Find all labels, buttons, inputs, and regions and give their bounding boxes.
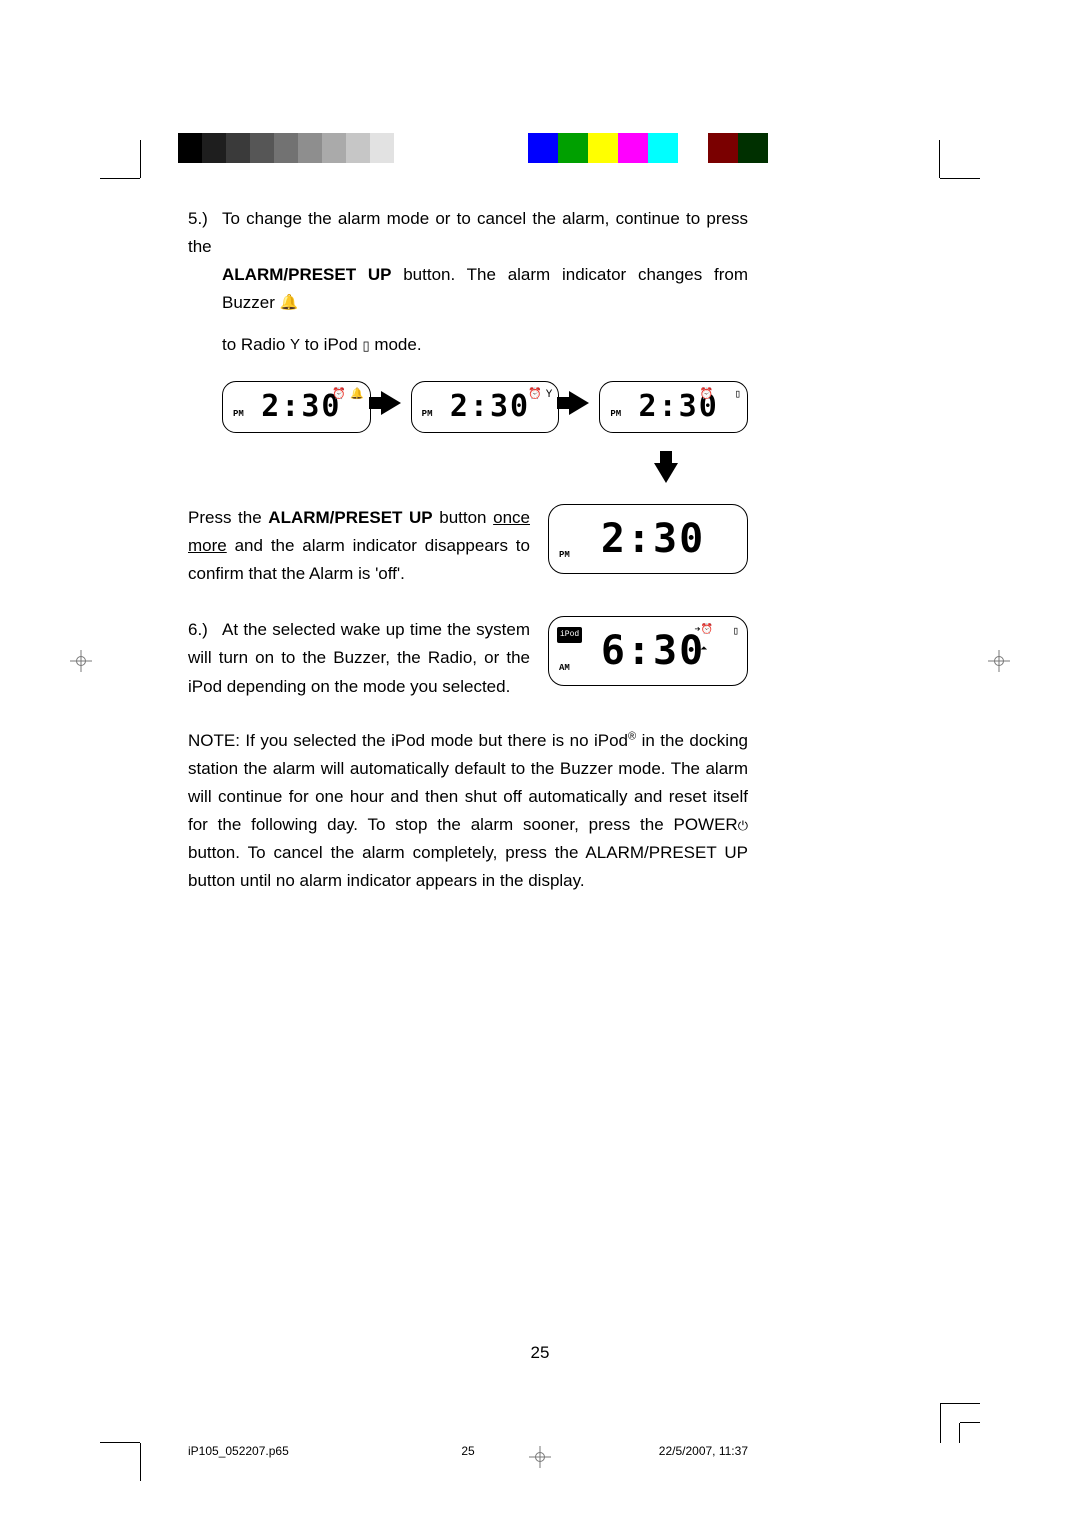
step-6-body: At the selected wake up time the system … xyxy=(188,620,530,695)
crop-mark xyxy=(940,1403,980,1443)
page-content: 5.)To change the alarm mode or to cancel… xyxy=(188,205,748,895)
crop-mark xyxy=(100,178,140,179)
press-text: Press the ALARM/PRESET UP button once mo… xyxy=(188,504,530,588)
note-t3: button. To cancel the alarm completely, … xyxy=(188,843,748,890)
clock-icon: ⏰ xyxy=(332,386,346,404)
crop-mark xyxy=(959,1423,960,1443)
press-t1: Press the xyxy=(188,508,268,527)
button-name: ALARM/PRESET UP xyxy=(222,265,391,284)
lcd-alarm-off: PM 2:30 xyxy=(548,504,748,574)
power-icon: ⏻ xyxy=(738,815,748,836)
crop-mark xyxy=(939,140,940,178)
pm-label: PM xyxy=(559,548,570,563)
crop-mark xyxy=(960,1422,980,1423)
color-calibration-strip xyxy=(528,133,768,163)
footer-datetime: 22/5/2007, 11:37 xyxy=(659,1444,748,1458)
lcd-time: 2:30 xyxy=(261,382,341,432)
grayscale-calibration-strip xyxy=(178,133,418,163)
ipod-icon: ▯ xyxy=(732,623,739,641)
step-6-text: 6.)At the selected wake up time the syst… xyxy=(188,616,530,700)
press-t2: button xyxy=(433,508,493,527)
signal-icon: ⏶ xyxy=(700,642,707,657)
crop-mark xyxy=(100,1442,140,1443)
footer-page: 25 xyxy=(461,1444,474,1458)
step-6: 6.)At the selected wake up time the syst… xyxy=(188,616,748,700)
page-number: 25 xyxy=(531,1343,550,1363)
arrow-down-icon xyxy=(188,463,748,492)
press-t3: and the alarm indicator disappears to co… xyxy=(188,536,530,583)
button-name: ALARM/PRESET UP xyxy=(268,508,432,527)
lcd-radio-mode: PM 2:30 ⏰Y xyxy=(411,381,560,433)
step-5-line3a: to Radio xyxy=(222,335,290,354)
antenna-icon: Y xyxy=(546,386,553,404)
buzzer-icon: 🔔 xyxy=(350,386,364,404)
lcd-time: 2:30 xyxy=(601,506,705,572)
registration-mark-icon xyxy=(988,650,1010,677)
am-label: AM xyxy=(559,661,570,676)
lcd-sequence: PM 2:30 ⏰🔔 PM 2:30 ⏰Y PM 2:30 ⏰ ▯ xyxy=(222,381,748,433)
step-number: 5.) xyxy=(188,205,222,233)
crop-mark xyxy=(940,178,980,179)
ipod-icon: ▯ xyxy=(734,386,741,404)
ipod-icon: ▯ xyxy=(362,335,369,356)
arrow-right-icon xyxy=(381,391,401,424)
step-5: 5.)To change the alarm mode or to cancel… xyxy=(188,205,748,359)
note-t1: NOTE: If you selected the iPod mode but … xyxy=(188,731,628,750)
lcd-buzzer-mode: PM 2:30 ⏰🔔 xyxy=(222,381,371,433)
crop-mark xyxy=(140,1443,141,1481)
note-paragraph: NOTE: If you selected the iPod mode but … xyxy=(188,727,748,895)
lcd-wakeup: iPod AM 6:30 ➔⏰ ⏶ ▯ xyxy=(548,616,748,686)
buzzer-icon: 🔔 xyxy=(280,291,299,316)
lcd-ipod-mode: PM 2:30 ⏰ ▯ xyxy=(599,381,748,433)
pm-label: PM xyxy=(422,407,433,422)
crop-mark xyxy=(140,140,141,178)
step-5-line3b: to iPod xyxy=(300,335,362,354)
step-number: 6.) xyxy=(188,616,222,644)
footer: iP105_052207.p65 25 22/5/2007, 11:37 xyxy=(188,1444,748,1458)
step-5-line1: To change the alarm mode or to cancel th… xyxy=(188,209,748,256)
press-once-more-block: Press the ALARM/PRESET UP button once mo… xyxy=(188,504,748,588)
lcd-time: 2:30 xyxy=(450,382,530,432)
clock-icon: ⏰ xyxy=(701,625,713,636)
clock-icon: ⏰ xyxy=(699,386,713,404)
arrow-right-icon xyxy=(569,391,589,424)
registration-mark-icon xyxy=(70,650,92,677)
clock-icon: ⏰ xyxy=(528,386,542,404)
antenna-icon: Y xyxy=(290,333,300,358)
lcd-time: 6:30 xyxy=(601,618,705,684)
ipod-badge: iPod xyxy=(557,627,582,642)
pm-label: PM xyxy=(610,407,621,422)
step-5-line3c: mode. xyxy=(370,335,422,354)
footer-filename: iP105_052207.p65 xyxy=(188,1444,289,1458)
registered-mark: ® xyxy=(628,730,636,742)
pm-label: PM xyxy=(233,407,244,422)
